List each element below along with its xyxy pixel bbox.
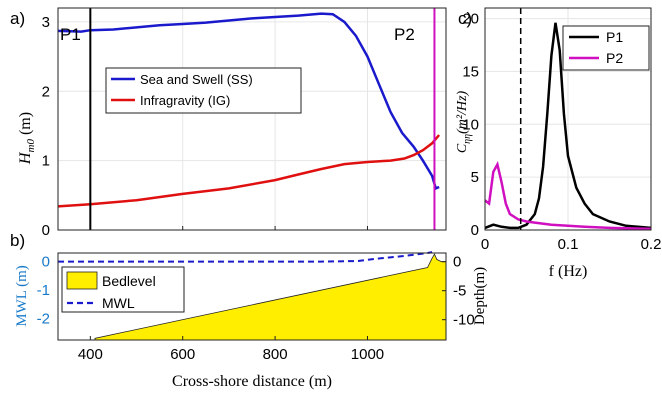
panel-a-ylabel: Hm0 (m) xyxy=(17,112,37,165)
panel-b-series xyxy=(58,251,433,263)
panel-b-legend: Bedlevel MWL xyxy=(61,266,185,313)
panel-a-legend: Sea and Swell (SS) Infragravity (IG) xyxy=(105,67,302,114)
legend-p1-label: P1 xyxy=(606,29,623,45)
b-xtick-label: 1000 xyxy=(351,346,384,363)
legend-box-c xyxy=(562,25,650,71)
ylabel-m0: m0 xyxy=(25,139,37,153)
p2-label: P2 xyxy=(394,25,415,44)
panel-c: c) 0 0.1 0.2 0 5 10 15 20 Cηη(m²/Hz) f (Hz) P1 … xyxy=(455,7,661,280)
c-xtick-label: 0 xyxy=(481,236,489,253)
b-xtick-label: 600 xyxy=(170,346,195,363)
legend-p2-label: P2 xyxy=(606,50,623,66)
legend-ig-label: Infragravity (IG) xyxy=(140,93,230,108)
a-ytick-label: 1 xyxy=(42,153,50,170)
ylabel-h: H xyxy=(17,151,34,165)
c-xtick-label: 0.1 xyxy=(558,236,579,253)
panel-a: a) 0 1 2 3 P1 P2 Hm0 (m) Sea and Swell (SS) … xyxy=(10,7,447,239)
panel-c-label: c) xyxy=(458,9,472,28)
b-xtick-label: 800 xyxy=(263,346,288,363)
p1-label: P1 xyxy=(60,25,81,44)
a-ytick-label: 0 xyxy=(42,222,50,239)
ig-series-line xyxy=(57,134,441,208)
legend-bed-swatch xyxy=(66,271,98,290)
panel-a-frame xyxy=(57,7,447,231)
depth-axis-label: Depth(m) xyxy=(472,267,488,325)
ylabel-c-sub: ηη xyxy=(462,134,473,144)
ss-series-line xyxy=(57,12,440,191)
panel-b-label: b) xyxy=(10,231,25,250)
b-left-ytick-label: 0 xyxy=(42,254,50,271)
legend-mwl-label: MWL xyxy=(102,295,135,311)
svg-text:Hm0(m): Hm0 (m) xyxy=(17,112,37,165)
b-right-ytick-label: -10 xyxy=(453,312,475,329)
panel-a-series xyxy=(57,8,441,230)
c-ytick-label: 0 xyxy=(471,222,479,239)
panel-c-frame xyxy=(484,7,652,231)
c-ytick-label: 5 xyxy=(471,169,479,186)
a-ytick-label: 3 xyxy=(42,14,50,31)
b-right-ytick-label: -5 xyxy=(453,283,466,300)
legend-box xyxy=(105,67,302,114)
b-left-ytick-label: -2 xyxy=(37,311,50,328)
legend-bed-label: Bedlevel xyxy=(102,273,156,289)
panel-a-plot-area xyxy=(58,8,446,230)
b-left-ytick-label: -1 xyxy=(37,282,50,299)
b-right-ytick-label: 0 xyxy=(453,254,461,271)
panel-b-ticks: 400 600 800 1000 0 -1 -2 0 -5 -10 xyxy=(37,254,475,363)
ylabel-c: C xyxy=(455,143,470,153)
c-ytick-label: 10 xyxy=(462,116,479,133)
panel-c-ticks: 0 0.1 0.2 0 5 10 15 20 xyxy=(462,11,661,253)
svg-text:Cηη(m²/Hz): Cηη(m²/Hz) xyxy=(455,90,473,153)
panel-c-ylabel: Cηη(m²/Hz) xyxy=(455,90,473,153)
panel-b-frame xyxy=(57,252,447,341)
xlabel-f: f (Hz) xyxy=(549,263,588,280)
xlabel-distance: Cross-shore distance (m) xyxy=(172,373,332,390)
c-ytick-label: 15 xyxy=(462,63,479,80)
p1-spectrum-line xyxy=(484,22,652,230)
panel-b: b) 400 600 800 1000 0 -1 -2 0 -5 -10 MWL (m) Dept… xyxy=(10,231,488,390)
p2-spectrum-line xyxy=(484,161,652,231)
panel-c-legend: P1 P2 xyxy=(562,25,650,71)
b-xtick-label: 400 xyxy=(78,346,103,363)
ylabel-c-unit: (m²/Hz) xyxy=(455,90,470,133)
legend-ss-label: Sea and Swell (SS) xyxy=(140,72,253,87)
panel-a-label: a) xyxy=(10,9,25,28)
c-ytick-label: 20 xyxy=(462,11,479,28)
a-ytick-label: 2 xyxy=(42,83,50,100)
c-xtick-label: 0.2 xyxy=(641,236,662,253)
panel-c-series xyxy=(484,8,652,231)
mwl-series-line xyxy=(58,251,433,263)
mwl-axis-label: MWL (m) xyxy=(14,265,30,327)
ylabel-unit: (m) xyxy=(17,112,34,135)
